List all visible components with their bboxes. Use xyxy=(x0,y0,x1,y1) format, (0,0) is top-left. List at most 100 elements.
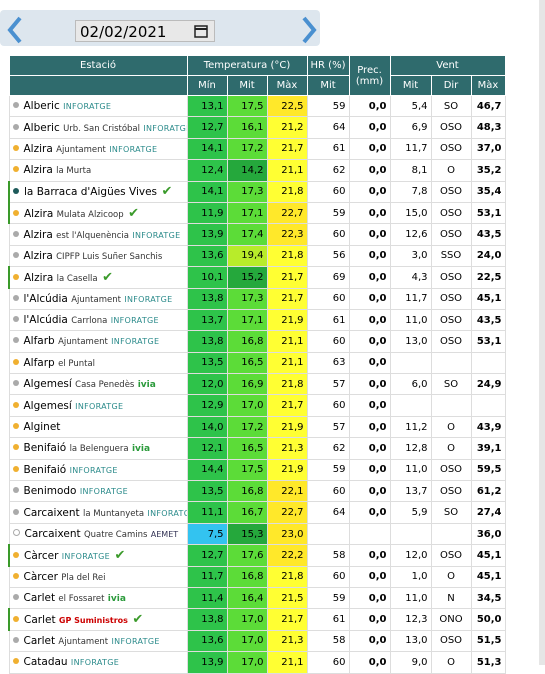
cell-humidity: 69 xyxy=(306,266,350,289)
cell-tmax: 21,3 xyxy=(266,437,308,460)
cell-wind-dir: OSO xyxy=(430,287,472,310)
cell-tavg: 17,5 xyxy=(226,94,268,118)
cell-humidity: 60 xyxy=(306,223,350,246)
station-cell: Algemesí INFORATGE xyxy=(8,394,188,417)
cell-tmax: 22,7 xyxy=(266,201,308,225)
cell-wind-max: 43,5 xyxy=(470,223,506,246)
calendar-icon[interactable] xyxy=(194,24,208,38)
cell-wind-avg: 12,0 xyxy=(389,544,432,567)
cell-tavg: 16,7 xyxy=(226,501,268,524)
cell-wind-dir: O xyxy=(430,437,472,460)
cell-wind-max xyxy=(470,394,506,417)
cell-tavg: 17,0 xyxy=(226,394,268,417)
status-dot xyxy=(12,572,19,579)
cell-precipitation: 0,0 xyxy=(348,394,391,417)
station-row: l'Alcúdia Ajuntament INFORATGE 13,8 17,3 21… xyxy=(8,287,506,310)
cell-wind-dir: O xyxy=(430,651,472,674)
header-humidity: HR (%) xyxy=(306,55,350,76)
cell-precipitation: 0,0 xyxy=(348,351,391,375)
cell-wind-avg: 3,0 xyxy=(389,244,432,268)
cell-wind-avg: 13,0 xyxy=(389,629,432,653)
header-precipitation: Prec. (mm) xyxy=(348,55,391,96)
cell-tmax: 21,7 xyxy=(266,287,308,310)
station-cell: Alzira CIPFP Luis Suñer Sanchis xyxy=(8,244,188,268)
status-dot xyxy=(12,294,19,301)
cell-wind-avg: 4,3 xyxy=(389,266,432,289)
cell-tmax: 21,5 xyxy=(266,586,308,610)
cell-wind-max: 37,0 xyxy=(470,137,506,161)
scrollbar[interactable] xyxy=(539,0,545,665)
status-dot xyxy=(13,188,19,195)
cell-tmin: 13,5 xyxy=(186,351,228,375)
cell-precipitation: 0,0 xyxy=(348,437,391,460)
station-name: Alzira xyxy=(23,142,53,155)
cell-tmax: 21,9 xyxy=(266,458,308,482)
station-row: Carcaixent Quatre Camins AEMET 7,5 15,3 23,… xyxy=(8,522,506,546)
network-badge: INFORATGE xyxy=(79,487,128,497)
station-row: Càrcer Pla del Rei 11,7 16,8 21,8 60 0,0 1,0 O 4… xyxy=(8,565,506,588)
sub-wind-dir: Dir xyxy=(430,75,472,96)
header-wind: Vent xyxy=(389,55,506,76)
station-place: Ajuntament xyxy=(58,337,108,348)
station-place: la Casella xyxy=(56,273,98,284)
cell-wind-avg: 11,7 xyxy=(389,287,432,310)
station-row: Algemesí Casa Penedès ivia 12,0 16,9 21,8 57… xyxy=(8,373,506,396)
station-place: Casa Penedès xyxy=(75,380,135,391)
verified-check: ✔ xyxy=(97,269,114,285)
cell-wind-max: 39,1 xyxy=(470,437,506,460)
cell-humidity: 60 xyxy=(306,480,350,503)
date-text: 02/02/2021 xyxy=(80,23,167,41)
status-dot xyxy=(12,358,19,365)
date-input[interactable]: 02/02/2021 xyxy=(75,20,215,42)
next-day[interactable] xyxy=(300,16,318,44)
cell-wind-avg: 6,9 xyxy=(389,116,432,139)
station-row: Carlet el Fossaret ivia 11,4 16,4 21,5 59 0,0… xyxy=(8,586,506,610)
cell-wind-avg: 12,3 xyxy=(389,608,432,631)
cell-tmin: 13,8 xyxy=(186,330,228,353)
cell-wind-dir xyxy=(430,394,472,417)
cell-tavg: 16,8 xyxy=(226,330,268,353)
station-row: Algemesí INFORATGE 12,9 17,0 21,7 60 0,0 xyxy=(8,394,506,417)
cell-precipitation: 0,0 xyxy=(348,480,391,503)
cell-precipitation: 0,0 xyxy=(348,266,391,289)
cell-tmin: 13,9 xyxy=(186,651,228,674)
cell-humidity: 64 xyxy=(306,501,350,524)
cell-precipitation: 0,0 xyxy=(348,608,391,631)
station-place: el Fossaret xyxy=(58,594,105,605)
cell-tavg: 16,1 xyxy=(226,116,268,139)
status-dot xyxy=(12,658,19,665)
cell-tmin: 13,8 xyxy=(186,608,228,631)
station-name: Alzira xyxy=(24,271,54,284)
verified-check: ✔ xyxy=(109,547,126,563)
station-cell: Carlet Ajuntament INFORATGE xyxy=(8,629,188,653)
cell-wind-max: 50,0 xyxy=(470,608,506,631)
status-dot xyxy=(12,337,19,344)
cell-wind-dir: SO xyxy=(430,501,472,524)
network-badge: INFORATGE xyxy=(75,401,124,411)
station-name: Carlet xyxy=(23,634,56,647)
cell-tmax: 21,7 xyxy=(266,394,308,417)
station-cell: Catadau INFORATGE xyxy=(8,651,188,674)
station-cell: Benifaió la Belenguera ivia xyxy=(8,437,188,460)
station-place: la Murta xyxy=(56,166,92,177)
network-badge: INFORATGE xyxy=(69,465,118,475)
station-name: Alginet xyxy=(23,421,61,434)
cell-tmin: 11,4 xyxy=(186,586,228,610)
station-cell: Alfarb Ajuntament INFORATGE xyxy=(8,330,188,353)
station-row: Benimodo INFORATGE 13,5 16,8 22,1 60 0,0 13,7 O… xyxy=(8,480,506,503)
cell-tmax: 21,1 xyxy=(266,330,308,353)
table-body: Alberic INFORATGE 13,1 17,5 22,5 59 0,0 5,4 SO 4… xyxy=(8,94,506,674)
prev-day[interactable] xyxy=(6,16,24,44)
cell-wind-dir: OSO xyxy=(430,223,472,246)
cell-wind-dir: OSO xyxy=(430,308,472,332)
station-place: Ajuntament xyxy=(56,144,106,155)
network-badge: ivia xyxy=(131,444,151,455)
header-temperature: Temperatura (°C) xyxy=(186,55,308,76)
status-dot xyxy=(12,465,19,472)
cell-tavg: 17,3 xyxy=(226,287,268,310)
cell-humidity: 57 xyxy=(306,415,350,439)
station-name: Alfarp xyxy=(23,356,55,369)
station-place: Carrlona xyxy=(71,316,108,327)
cell-tmax: 22,2 xyxy=(266,544,308,567)
